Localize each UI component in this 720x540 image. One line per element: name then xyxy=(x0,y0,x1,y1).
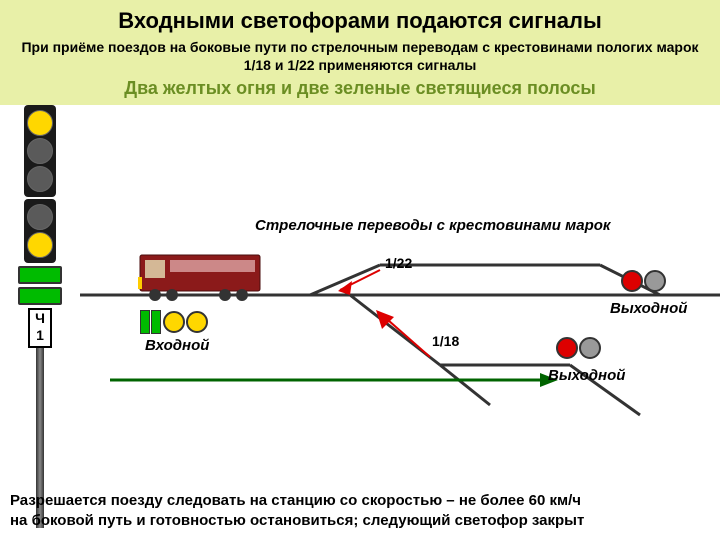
entry-stripe-2 xyxy=(151,310,161,334)
header-block: Входными светофорами подаются сигналы Пр… xyxy=(0,0,720,105)
exit1-label: Выходной xyxy=(610,300,687,317)
signal-description: Два желтых огня и две зеленые светящиеся… xyxy=(20,78,700,99)
exit-signal-2 xyxy=(555,337,601,359)
footer-text: Разрешается поезду следовать на станцию … xyxy=(10,491,710,530)
exit1-light-red xyxy=(621,270,643,292)
exit-signal-1 xyxy=(620,270,666,292)
footer-line-1: Разрешается поезду следовать на станцию … xyxy=(10,492,581,509)
entry-light-2 xyxy=(186,311,208,333)
track-diagram-svg xyxy=(0,105,720,485)
exit1-light-gray xyxy=(644,270,666,292)
entry-label: Входной xyxy=(145,337,209,354)
exit2-light-gray xyxy=(579,337,601,359)
page-title: Входными светофорами подаются сигналы xyxy=(20,8,700,34)
switches-label: Стрелочные переводы с крестовинами марок xyxy=(255,217,611,234)
exit2-light-red xyxy=(556,337,578,359)
footer-line-2: на боковой путь и готовностью остановить… xyxy=(10,512,584,529)
entry-light-1 xyxy=(163,311,185,333)
page-subtitle: При приёме поездов на боковые пути по ст… xyxy=(20,38,700,74)
mark-1-22: 1/22 xyxy=(385,255,412,271)
diagram: Ч 1 xyxy=(0,105,720,485)
entry-signal-small xyxy=(140,310,208,334)
mark-1-18: 1/18 xyxy=(432,333,459,349)
exit2-label: Выходной xyxy=(548,367,625,384)
entry-stripe-1 xyxy=(140,310,150,334)
